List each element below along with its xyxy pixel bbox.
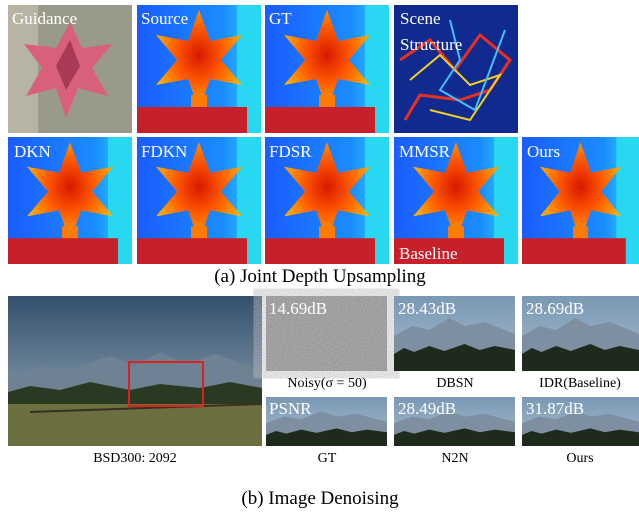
label: Source	[141, 9, 188, 28]
label: Ours	[527, 142, 560, 161]
label: Baseline	[399, 244, 458, 263]
method-label: GT	[318, 451, 337, 466]
score: 28.69dB	[526, 299, 584, 318]
label: Guidance	[12, 9, 77, 28]
figure: Guidance Source GT Scene Structure DKN F…	[0, 0, 639, 516]
label: DKN	[14, 142, 51, 161]
score: 31.87dB	[526, 399, 584, 418]
label: MMSR	[399, 142, 451, 161]
method-label: Noisy(σ = 50)	[287, 376, 367, 391]
image-label: BSD300: 2092	[93, 451, 177, 466]
label: FDSR	[269, 142, 312, 161]
method-label: Ours	[566, 451, 593, 466]
label: FDKN	[141, 142, 187, 161]
label: GT	[269, 9, 292, 28]
score: 14.69dB	[269, 299, 327, 318]
caption: (b) Image Denoising	[241, 488, 399, 509]
label: Structure	[400, 35, 462, 54]
score: PSNR	[269, 399, 312, 418]
caption: (a) Joint Depth Upsampling	[214, 266, 426, 287]
method-label: DBSN	[436, 376, 473, 391]
method-label: N2N	[441, 451, 468, 466]
score: 28.43dB	[398, 299, 456, 318]
label: Scene	[400, 9, 441, 28]
landscape-image	[8, 404, 262, 446]
score: 28.49dB	[398, 399, 456, 418]
method-label: IDR(Baseline)	[539, 376, 621, 391]
